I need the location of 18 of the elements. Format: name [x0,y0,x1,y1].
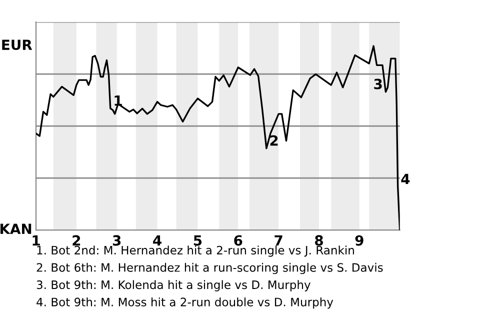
x-tick-label: 3 [112,235,121,246]
x-tick-label: 2 [72,235,80,246]
x-tick-label: 7 [274,235,282,246]
text: EUR [2,40,32,50]
annotation: 4 [401,174,410,184]
x-tick-label: 6 [234,235,242,246]
annotation: 3 [374,78,382,90]
x-tick-label: 9 [355,235,364,246]
text: 4. Bot 9th: M. Moss hit a 2-run double vs D. Murphy [36,297,334,309]
text: KAN [0,224,32,234]
text: 2. Bot 6th: M. Hernandez hit a run-scoring single vs S. Davis [36,262,383,274]
text: 1. Bot 2nd: M. Hernandez hit a 2-run single vs J. Rankin [37,246,354,257]
x-tick-label: 5 [194,235,202,246]
annotation: 2 [270,135,278,146]
text: 3. Bot 9th: M. Kolenda hit a single vs D. Murphy [36,280,310,292]
x-tick-label: 1 [32,235,40,246]
x-tick-label: 4 [153,235,162,246]
x-tick-label: 8 [315,235,323,246]
